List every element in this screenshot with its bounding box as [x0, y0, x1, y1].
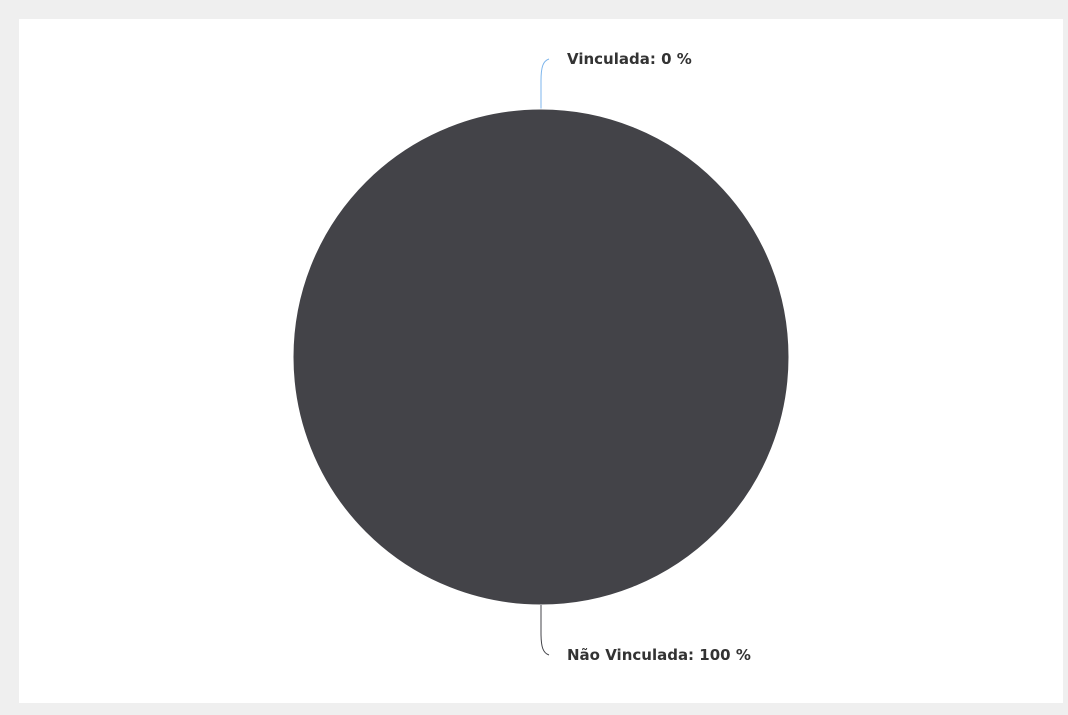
- pie-slice-nao-vinculada[interactable]: [293, 109, 789, 605]
- connector-nao-vinculada: [541, 605, 549, 655]
- connector-vinculada: [541, 59, 549, 109]
- data-label-nao-vinculada: Não Vinculada: 100 %: [567, 646, 751, 664]
- data-label-vinculada: Vinculada: 0 %: [567, 50, 692, 68]
